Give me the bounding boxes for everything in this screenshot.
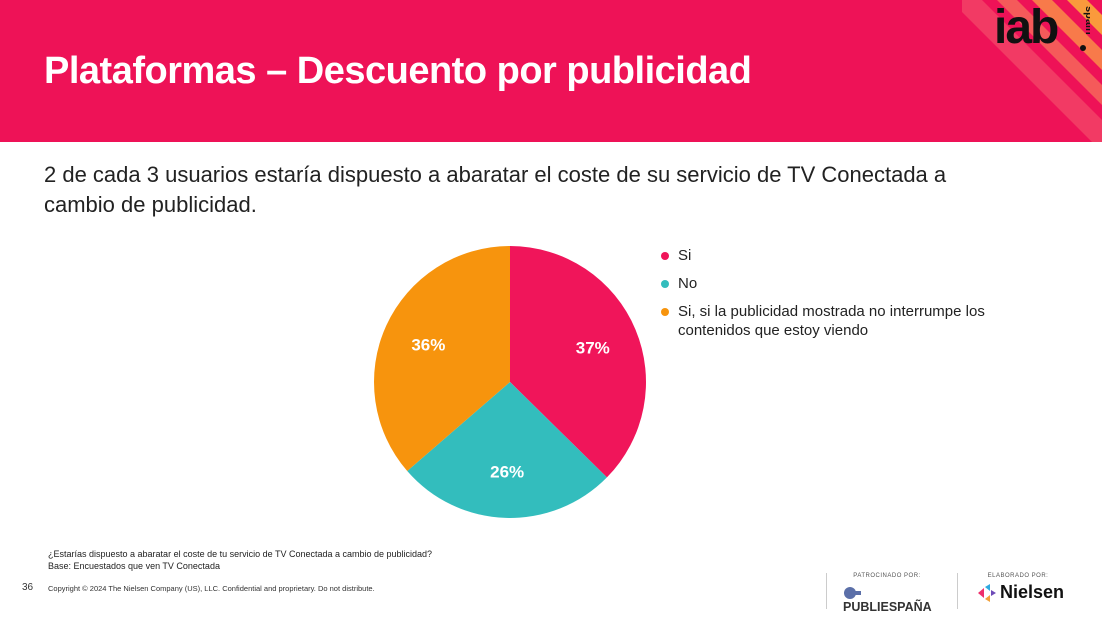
- iab-spain-logo: iab spain: [994, 1, 1090, 54]
- legend-item-1: No: [660, 274, 1060, 293]
- legend-item-0: Si: [660, 246, 1060, 265]
- legend-item-2: Si, si la publicidad mostrada no interru…: [660, 302, 1060, 340]
- pie-chart: 37% 26% 36%: [374, 246, 646, 518]
- maker-name: Nielsen: [1000, 582, 1065, 602]
- chart-subtitle: 2 de cada 3 usuarios estaría dispuesto a…: [44, 162, 947, 217]
- pie-slice-0: [510, 246, 646, 478]
- pie-label-2: 36%: [411, 336, 445, 355]
- legend-dot-icon: [661, 280, 669, 288]
- pie-label-0: 37%: [576, 338, 610, 357]
- iab-logo-text: iab: [994, 1, 1059, 54]
- header-banner: Plataformas – Descuento por publicidad i…: [0, 0, 1102, 142]
- page-title: Plataformas – Descuento por publicidad: [44, 50, 752, 92]
- maker-label: ELABORADO POR:: [987, 573, 1049, 579]
- sponsor-label: PATROCINADO POR:: [853, 573, 921, 579]
- footnote-base: Base: Encuestados que ven TV Conectada: [48, 561, 220, 571]
- copyright-notice: Copyright © 2024 The Nielsen Company (US…: [48, 584, 375, 593]
- footnote-question: ¿Estarías dispuesto a abaratar el coste …: [48, 549, 433, 559]
- legend-label: Si, si la publicidad mostrada no interru…: [678, 303, 985, 339]
- legend-label: No: [678, 275, 698, 292]
- sponsor-block: PATROCINADO POR: PUBLIESPAÑA: [826, 573, 949, 614]
- nielsen-logo: Nielsen: [976, 582, 1064, 603]
- pie-slice-2: [374, 246, 510, 472]
- legend-dot-icon: [661, 308, 669, 316]
- pie-label-1: 26%: [490, 463, 524, 482]
- pie-slice-1: [407, 382, 607, 518]
- chart-legend: Si No Si, si la publicidad mostrada no int…: [660, 246, 1060, 349]
- page-number: 36: [22, 582, 34, 593]
- maker-block: ELABORADO POR: Nielsen: [957, 573, 1093, 609]
- publiespana-logo-icon: [844, 586, 861, 599]
- sponsor-name: PUBLIESPAÑA: [843, 599, 932, 614]
- footnote: ¿Estarías dispuesto a abaratar el coste …: [48, 548, 432, 572]
- publiespana-logo: PUBLIESPAÑA: [843, 585, 949, 614]
- spain-logo-text: spain: [1080, 6, 1090, 51]
- decorative-stripes: [962, 0, 1102, 142]
- legend-label: Si: [678, 247, 692, 264]
- spain-label: spain: [1083, 6, 1090, 35]
- legend-dot-icon: [661, 252, 669, 260]
- nielsen-logo-icon: [978, 584, 996, 603]
